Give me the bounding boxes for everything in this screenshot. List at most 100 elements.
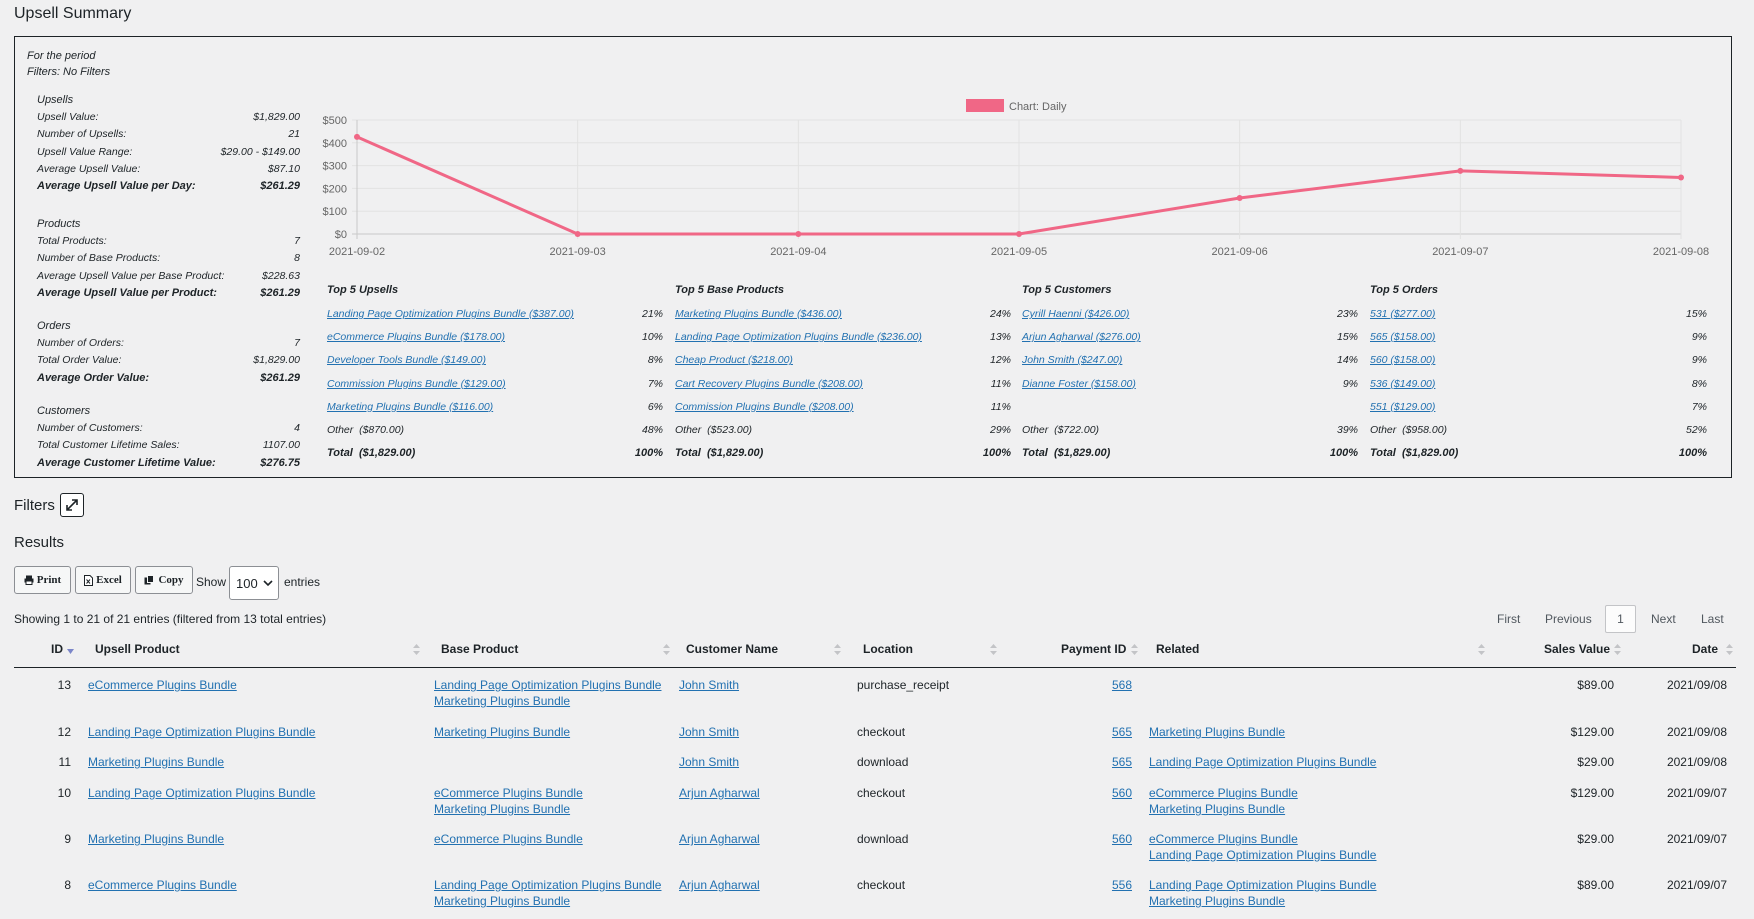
cell-base-product[interactable]: Marketing Plugins Bundle xyxy=(434,894,571,908)
top5-item-link[interactable]: Arjun Agharwal ($276.00) xyxy=(1022,331,1141,344)
cell-upsell-product[interactable]: eCommerce Plugins Bundle xyxy=(88,878,237,892)
stat-value: $1,829.00 xyxy=(253,354,300,367)
print-button[interactable]: Print xyxy=(14,566,71,594)
top5-item-pct: 10% xyxy=(641,331,663,344)
top5-item-link[interactable]: Cheap Product ($218.00) xyxy=(675,354,793,367)
copy-button[interactable]: Copy xyxy=(135,566,193,594)
top5-item-link[interactable]: John Smith ($247.00) xyxy=(1022,354,1123,367)
top5-item-link[interactable]: Cyrill Haenni ($426.00) xyxy=(1022,308,1130,320)
chevron-down-icon xyxy=(263,580,273,587)
cell-id: 13 xyxy=(57,678,71,692)
col-header-customer-name[interactable]: Customer Name xyxy=(686,642,779,656)
cell-related[interactable]: Marketing Plugins Bundle xyxy=(1149,894,1286,908)
cell-base-product[interactable]: Landing Page Optimization Plugins Bundle xyxy=(434,678,662,692)
cell-base-product[interactable]: eCommerce Plugins Bundle xyxy=(434,832,583,846)
top5-other-pct: 39% xyxy=(1336,424,1358,436)
cell-customer-name[interactable]: Arjun Agharwal xyxy=(679,786,760,800)
top5-other: Other ($958.00) xyxy=(1370,424,1448,436)
cell-payment-id[interactable]: 565 xyxy=(1111,725,1132,739)
cell-customer-name[interactable]: Arjun Agharwal xyxy=(679,878,760,892)
top5-item-link[interactable]: Commission Plugins Bundle ($129.00) xyxy=(327,377,506,390)
stat-label: Total Customer Lifetime Sales: xyxy=(37,439,180,452)
pagination-first[interactable]: First xyxy=(1497,612,1521,626)
cell-related[interactable]: Marketing Plugins Bundle xyxy=(1149,802,1286,816)
cell-payment-id[interactable]: 560 xyxy=(1111,786,1132,800)
cell-date: 2021/09/07 xyxy=(1666,878,1727,892)
col-header-payment-id[interactable]: Payment ID xyxy=(1061,642,1127,656)
cell-payment-id[interactable]: 568 xyxy=(1111,678,1132,692)
top5-item-link[interactable]: 560 ($158.00) xyxy=(1370,354,1436,367)
top5-item-pct: 6% xyxy=(647,400,663,413)
print-label: Print xyxy=(36,574,62,586)
top5-total: Total ($1,829.00) xyxy=(675,447,764,459)
top5-item-link[interactable]: Cart Recovery Plugins Bundle ($208.00) xyxy=(675,377,863,390)
top5-item-link[interactable]: Dianne Foster ($158.00) xyxy=(1022,377,1136,390)
cell-payment-id[interactable]: 565 xyxy=(1111,755,1132,769)
top5-item-link[interactable]: Landing Page Optimization Plugins Bundle… xyxy=(327,308,574,320)
cell-base-product[interactable]: Marketing Plugins Bundle xyxy=(434,694,571,708)
data-point xyxy=(1678,174,1684,181)
cell-customer-name[interactable]: John Smith xyxy=(679,755,740,769)
cell-upsell-product[interactable]: eCommerce Plugins Bundle xyxy=(88,678,237,692)
top5-item-link[interactable]: Commission Plugins Bundle ($208.00) xyxy=(675,400,854,413)
cell-related[interactable]: Landing Page Optimization Plugins Bundle xyxy=(1149,848,1377,862)
col-header-sales-value[interactable]: Sales Value xyxy=(1544,642,1611,656)
cell-location: checkout xyxy=(857,725,906,739)
pagination-page-1[interactable]: 1 xyxy=(1605,605,1636,633)
cell-related[interactable]: eCommerce Plugins Bundle xyxy=(1149,786,1298,800)
cell-payment-id[interactable]: 560 xyxy=(1111,832,1132,846)
top5-item-link[interactable]: 565 ($158.00) xyxy=(1370,331,1436,344)
top5-item-link[interactable]: 551 ($129.00) xyxy=(1370,400,1436,413)
cell-related[interactable]: Landing Page Optimization Plugins Bundle xyxy=(1149,755,1377,769)
cell-payment-id[interactable]: 556 xyxy=(1111,878,1132,892)
top5-item-link[interactable]: 536 ($149.00) xyxy=(1370,377,1436,390)
stat-label: Total Order Value: xyxy=(37,354,122,367)
top5-total-pct: 100% xyxy=(1329,447,1358,459)
cell-base-product[interactable]: Marketing Plugins Bundle xyxy=(434,725,571,739)
entries-select[interactable]: 100 xyxy=(229,566,279,600)
top5-item-link[interactable]: eCommerce Plugins Bundle ($178.00) xyxy=(327,331,506,344)
col-header-location[interactable]: Location xyxy=(863,642,913,656)
cell-base-product[interactable]: Landing Page Optimization Plugins Bundle xyxy=(434,878,662,892)
filters-heading: Filters xyxy=(14,497,55,514)
x-tick-label: 2021-09-05 xyxy=(991,246,1047,258)
stat-value: $29.00 - $149.00 xyxy=(220,145,300,158)
cell-customer-name[interactable]: Arjun Agharwal xyxy=(679,832,760,846)
col-header-date[interactable]: Date xyxy=(1692,642,1719,656)
top5-item-link[interactable]: Developer Tools Bundle ($149.00) xyxy=(327,354,486,367)
pagination-previous[interactable]: Previous xyxy=(1545,612,1592,626)
pagination-next[interactable]: Next xyxy=(1651,612,1676,626)
cell-location: checkout xyxy=(857,786,906,800)
col-header-base-product[interactable]: Base Product xyxy=(441,642,519,656)
top5-item-pct: 11% xyxy=(990,377,1011,390)
expand-icon xyxy=(66,499,78,511)
cell-related[interactable]: Marketing Plugins Bundle xyxy=(1149,725,1286,739)
col-header-related[interactable]: Related xyxy=(1156,642,1200,656)
cell-related[interactable]: eCommerce Plugins Bundle xyxy=(1149,832,1298,846)
cell-customer-name[interactable]: John Smith xyxy=(679,678,740,692)
expand-filters-button[interactable] xyxy=(60,493,84,517)
sort-icon xyxy=(413,644,420,655)
cell-upsell-product[interactable]: Landing Page Optimization Plugins Bundle xyxy=(88,786,316,800)
cell-upsell-product[interactable]: Marketing Plugins Bundle xyxy=(88,832,225,846)
stat-label: Number of Upsells: xyxy=(37,128,127,141)
excel-button[interactable]: Excel xyxy=(75,566,131,594)
table-header-divider xyxy=(14,667,1736,668)
cell-related[interactable]: Landing Page Optimization Plugins Bundle xyxy=(1149,878,1377,892)
top5-item-link[interactable]: Marketing Plugins Bundle ($436.00) xyxy=(675,308,842,320)
cell-base-product[interactable]: eCommerce Plugins Bundle xyxy=(434,786,583,800)
y-tick-label: $0 xyxy=(335,229,347,241)
cell-base-product[interactable]: Marketing Plugins Bundle xyxy=(434,802,571,816)
cell-id: 8 xyxy=(64,878,71,892)
cell-customer-name[interactable]: John Smith xyxy=(679,725,740,739)
cell-upsell-product[interactable]: Marketing Plugins Bundle xyxy=(88,755,225,769)
pagination-last[interactable]: Last xyxy=(1701,612,1724,626)
show-label: Show xyxy=(196,575,227,589)
top5-item-link[interactable]: 531 ($277.00) xyxy=(1370,308,1436,320)
col-header-id[interactable]: ID xyxy=(51,642,63,656)
cell-upsell-product[interactable]: Landing Page Optimization Plugins Bundle xyxy=(88,725,316,739)
col-header-upsell-product[interactable]: Upsell Product xyxy=(95,642,180,656)
top5-item-link[interactable]: Marketing Plugins Bundle ($116.00) xyxy=(327,400,494,413)
top5-total: Total ($1,829.00) xyxy=(1022,447,1111,459)
top5-item-link[interactable]: Landing Page Optimization Plugins Bundle… xyxy=(675,331,922,344)
